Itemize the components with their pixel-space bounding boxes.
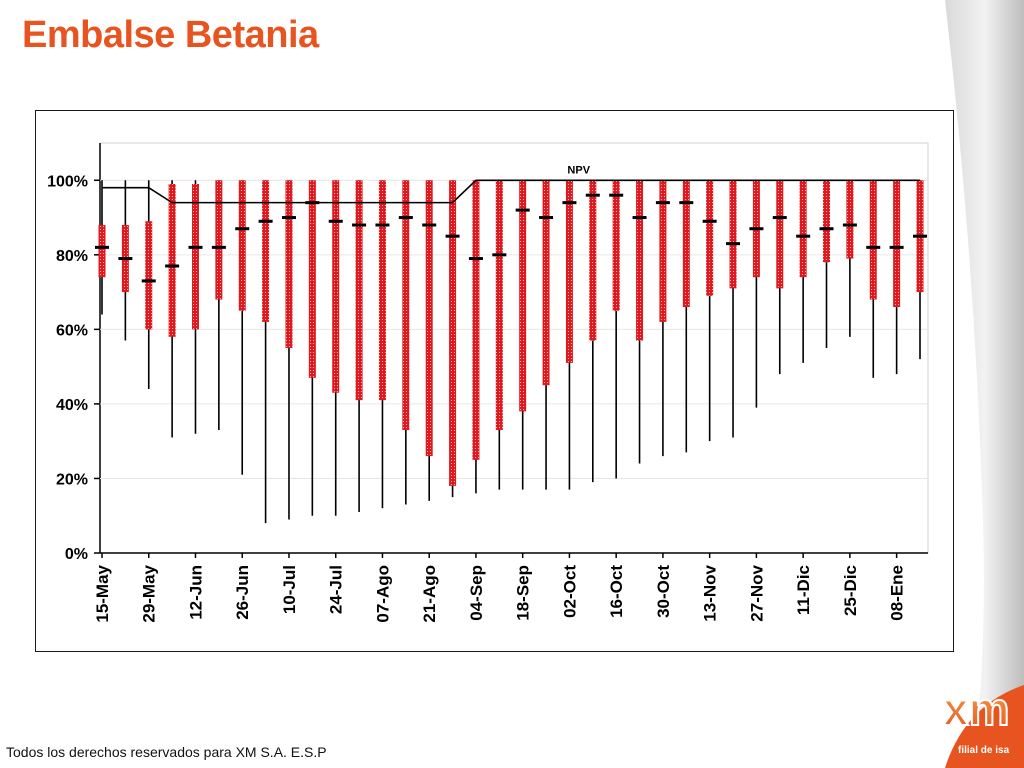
x-tick-label: 07-Ago bbox=[373, 565, 392, 623]
box bbox=[846, 180, 854, 259]
x-tick-label: 21-Ago bbox=[420, 565, 439, 623]
x-tick-label: 24-Jul bbox=[327, 565, 346, 614]
x-tick-label: 18-Sep bbox=[514, 565, 533, 621]
x-tick-label: 02-Oct bbox=[560, 565, 579, 618]
npv-label: NPV bbox=[567, 164, 590, 176]
box bbox=[799, 180, 807, 278]
box bbox=[729, 180, 737, 289]
x-tick-label: 27-Nov bbox=[747, 564, 766, 621]
y-tick-label: 60% bbox=[56, 322, 88, 339]
box bbox=[262, 180, 270, 322]
footer-copyright: Todos los derechos reservados para XM S.… bbox=[6, 744, 327, 760]
x-tick-label: 15-May bbox=[93, 564, 112, 622]
box bbox=[308, 180, 316, 378]
x-tick-label: 16-Oct bbox=[607, 565, 626, 618]
box bbox=[402, 180, 410, 430]
box bbox=[472, 180, 480, 460]
box bbox=[355, 180, 363, 401]
svg-text:xm: xm bbox=[943, 683, 1009, 735]
box bbox=[98, 225, 106, 278]
box bbox=[378, 180, 386, 401]
box bbox=[495, 180, 503, 430]
logo-tagline: filial de isa bbox=[958, 745, 1010, 756]
box bbox=[776, 180, 784, 289]
box bbox=[332, 180, 340, 393]
y-tick-label: 100% bbox=[47, 173, 88, 190]
box bbox=[215, 180, 223, 300]
x-tick-label: 29-May bbox=[140, 564, 159, 622]
box bbox=[682, 180, 690, 307]
box bbox=[145, 221, 153, 330]
npv-line bbox=[102, 179, 920, 204]
x-tick-label: 30-Oct bbox=[654, 565, 673, 618]
slide-title: Embalse Betania bbox=[22, 14, 319, 56]
box bbox=[425, 180, 433, 457]
box bbox=[706, 180, 714, 296]
box bbox=[168, 184, 176, 337]
y-tick-label: 40% bbox=[56, 397, 88, 414]
x-tick-label: 04-Sep bbox=[467, 565, 486, 621]
x-tick-label: 25-Dic bbox=[841, 565, 860, 616]
box bbox=[893, 180, 901, 307]
x-tick-label: 10-Jul bbox=[280, 565, 299, 614]
box bbox=[191, 184, 199, 330]
box bbox=[612, 180, 620, 311]
x-tick-label: 08-Ene bbox=[888, 565, 907, 621]
box bbox=[285, 180, 293, 348]
boxplot-chart: 0% 20% 40% 60% 80% 100% NPV 15-May 29-May 12-Jun 2… bbox=[47, 142, 929, 623]
box bbox=[869, 180, 877, 300]
box bbox=[659, 180, 667, 322]
box bbox=[565, 180, 573, 363]
y-tick-label: 80% bbox=[56, 248, 88, 265]
x-tick-label: 11-Dic bbox=[794, 565, 813, 615]
box bbox=[823, 180, 831, 263]
x-tick-label: 13-Nov bbox=[701, 564, 720, 621]
chart-frame: 0% 20% 40% 60% 80% 100% NPV 15-May 29-May 12-Jun 2… bbox=[35, 110, 954, 652]
xm-logo: xm bbox=[942, 682, 1024, 768]
box bbox=[449, 180, 457, 486]
box bbox=[238, 180, 246, 311]
y-tick-label: 0% bbox=[65, 546, 88, 563]
x-tick-label: 12-Jun bbox=[186, 565, 205, 620]
x-tick-label: 26-Jun bbox=[233, 565, 252, 620]
box bbox=[589, 180, 597, 341]
box bbox=[519, 180, 527, 412]
box bbox=[542, 180, 550, 386]
y-tick-label: 20% bbox=[56, 471, 88, 488]
box bbox=[636, 180, 644, 341]
decorative-right-band bbox=[945, 0, 1024, 768]
